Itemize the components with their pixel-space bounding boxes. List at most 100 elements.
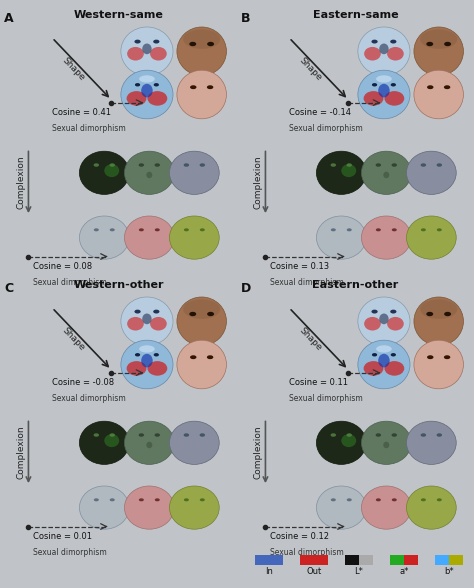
Ellipse shape: [183, 163, 189, 167]
Ellipse shape: [121, 27, 173, 76]
Ellipse shape: [392, 163, 397, 167]
Ellipse shape: [139, 228, 144, 231]
Ellipse shape: [384, 91, 404, 106]
Ellipse shape: [121, 70, 173, 119]
Ellipse shape: [146, 442, 152, 448]
Ellipse shape: [184, 228, 189, 231]
Ellipse shape: [420, 163, 426, 167]
Text: Shape: Shape: [298, 326, 324, 352]
Ellipse shape: [376, 75, 392, 82]
Ellipse shape: [390, 39, 396, 44]
Text: Complexion: Complexion: [17, 426, 26, 479]
Ellipse shape: [420, 299, 457, 319]
Text: L*: L*: [355, 567, 364, 576]
Ellipse shape: [437, 433, 442, 437]
Text: Sexual dimorphism: Sexual dimorphism: [33, 548, 107, 557]
Ellipse shape: [121, 340, 173, 389]
Ellipse shape: [364, 91, 383, 106]
Ellipse shape: [93, 433, 99, 437]
Ellipse shape: [94, 498, 99, 502]
Text: Complexion: Complexion: [254, 155, 263, 209]
Ellipse shape: [155, 228, 160, 231]
Bar: [390, 555, 404, 565]
Ellipse shape: [135, 39, 141, 44]
Bar: [237, 270, 474, 540]
Text: Sexual dimorphism: Sexual dimorphism: [52, 124, 126, 133]
Ellipse shape: [364, 317, 381, 330]
Text: Sexual dimorphism: Sexual dimorphism: [289, 394, 363, 403]
Ellipse shape: [426, 42, 433, 46]
Ellipse shape: [150, 317, 167, 330]
Ellipse shape: [437, 163, 442, 167]
Ellipse shape: [346, 163, 352, 167]
Ellipse shape: [138, 433, 144, 437]
Text: Sexual dimorphism: Sexual dimorphism: [33, 278, 107, 287]
Ellipse shape: [169, 151, 219, 195]
Ellipse shape: [414, 297, 464, 346]
Ellipse shape: [183, 29, 220, 49]
Ellipse shape: [127, 91, 146, 106]
Ellipse shape: [150, 47, 167, 61]
Ellipse shape: [378, 84, 390, 98]
Ellipse shape: [200, 433, 205, 437]
Ellipse shape: [155, 498, 160, 502]
Ellipse shape: [331, 228, 336, 231]
Bar: [0, 270, 237, 540]
Ellipse shape: [189, 42, 196, 46]
Ellipse shape: [135, 310, 141, 313]
Ellipse shape: [141, 354, 153, 368]
Ellipse shape: [124, 486, 174, 529]
Text: Cosine = 0.12: Cosine = 0.12: [270, 532, 329, 541]
Ellipse shape: [391, 353, 396, 356]
Ellipse shape: [177, 70, 227, 119]
Ellipse shape: [364, 47, 381, 61]
Text: C: C: [4, 282, 13, 295]
Ellipse shape: [390, 310, 396, 313]
Text: Sexual dimorphism: Sexual dimorphism: [270, 548, 344, 557]
Ellipse shape: [375, 433, 381, 437]
Bar: [435, 555, 449, 565]
Text: D: D: [241, 282, 251, 295]
Bar: [314, 555, 328, 565]
Ellipse shape: [387, 317, 404, 330]
Text: B: B: [241, 12, 250, 25]
Ellipse shape: [79, 216, 129, 259]
Ellipse shape: [392, 433, 397, 437]
Ellipse shape: [384, 361, 404, 376]
Ellipse shape: [207, 355, 213, 359]
Ellipse shape: [331, 498, 336, 502]
Text: a*: a*: [399, 567, 409, 576]
Ellipse shape: [316, 151, 366, 195]
Ellipse shape: [347, 498, 352, 502]
Ellipse shape: [177, 27, 227, 76]
Text: Complexion: Complexion: [17, 155, 26, 209]
Ellipse shape: [375, 163, 381, 167]
Ellipse shape: [147, 361, 167, 376]
Ellipse shape: [153, 310, 159, 313]
Ellipse shape: [378, 354, 390, 368]
Ellipse shape: [183, 299, 220, 319]
Ellipse shape: [341, 164, 356, 177]
Text: Shape: Shape: [61, 326, 87, 352]
Bar: [255, 555, 269, 565]
Bar: [237, 0, 474, 270]
Ellipse shape: [79, 421, 129, 465]
Text: Cosine = 0.08: Cosine = 0.08: [33, 262, 92, 271]
Ellipse shape: [427, 355, 434, 359]
Ellipse shape: [346, 433, 352, 437]
Ellipse shape: [316, 216, 366, 259]
Ellipse shape: [330, 433, 336, 437]
Ellipse shape: [406, 151, 456, 195]
Ellipse shape: [426, 312, 433, 316]
Ellipse shape: [347, 228, 352, 231]
Text: Cosine = 0.13: Cosine = 0.13: [270, 262, 329, 271]
Ellipse shape: [207, 312, 214, 316]
Ellipse shape: [372, 39, 378, 44]
Bar: [404, 555, 418, 565]
Ellipse shape: [207, 42, 214, 46]
Ellipse shape: [444, 312, 451, 316]
Ellipse shape: [138, 163, 144, 167]
Ellipse shape: [383, 172, 389, 178]
Ellipse shape: [341, 434, 356, 447]
Ellipse shape: [153, 39, 159, 44]
